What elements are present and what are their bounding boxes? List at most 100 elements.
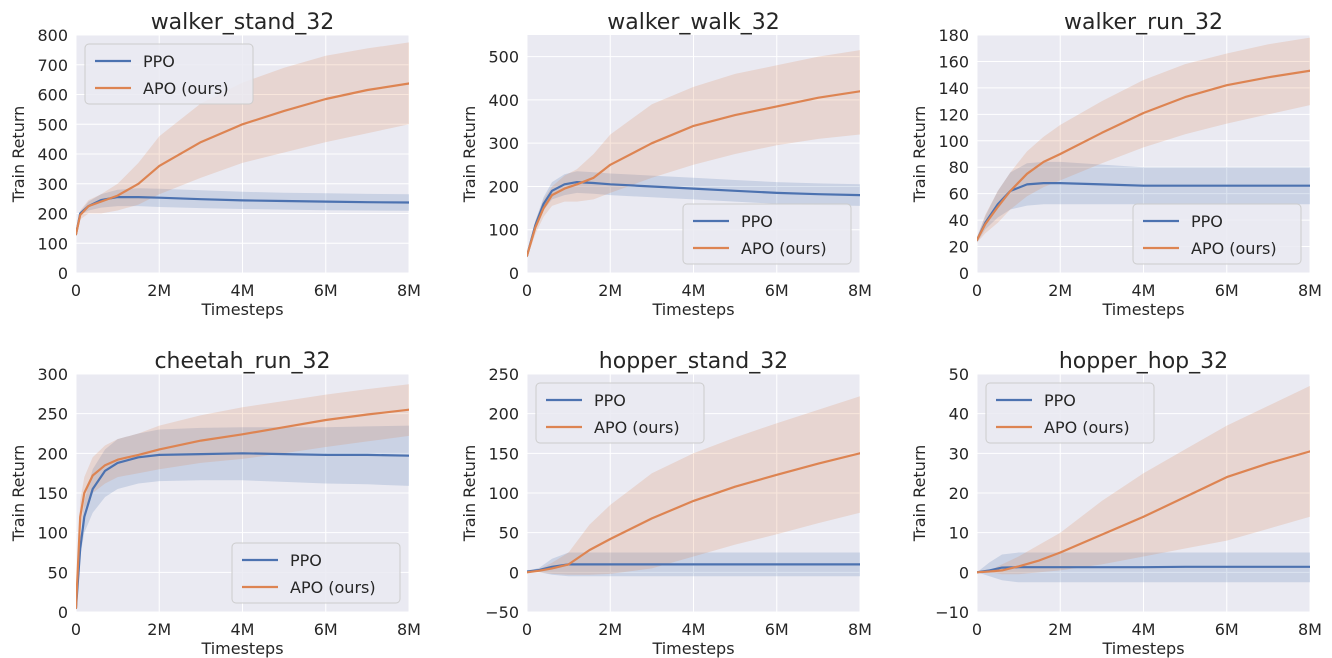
confidence-band-apo <box>76 384 409 608</box>
y-tick-label: 40 <box>949 211 969 230</box>
y-tick-label: 30 <box>949 444 969 463</box>
y-tick-label: 100 <box>488 221 519 240</box>
x-tick-label: 8M <box>1298 281 1322 300</box>
x-tick-label: 6M <box>765 281 789 300</box>
x-axis-label: Timesteps <box>651 639 734 658</box>
y-tick-label: 10 <box>949 524 969 543</box>
confidence-band-ppo <box>76 188 409 235</box>
legend: PPO APO (ours) <box>682 203 852 265</box>
x-tick-label: 0 <box>972 281 982 300</box>
y-tick-label: 50 <box>499 524 519 543</box>
y-tick-label: 100 <box>37 234 68 253</box>
x-tick-label: 4M <box>682 281 706 300</box>
x-axis-label: Timesteps <box>200 300 283 319</box>
y-tick-label: 100 <box>938 132 969 151</box>
series-line-ppo <box>977 565 1310 574</box>
series-layer <box>76 42 409 236</box>
y-tick-label: 150 <box>37 484 68 503</box>
y-tick-label: 400 <box>488 91 519 110</box>
subplot-hopper-stand-32: 0 2M 4M 6M 8M−50050100150200250hopper_stand_… <box>460 349 872 658</box>
series-line-apo <box>76 408 409 610</box>
y-tick-label: 300 <box>488 134 519 153</box>
y-tick-label: 60 <box>949 185 969 204</box>
y-tick-label: 700 <box>37 56 68 75</box>
series-layer <box>76 384 409 610</box>
series-layer <box>527 50 860 258</box>
x-tick-label: 0 <box>522 620 532 639</box>
legend: PPO APO (ours) <box>231 542 401 604</box>
x-tick-label: 6M <box>1215 281 1239 300</box>
x-axis-label: Timesteps <box>1101 639 1184 658</box>
legend-label: PPO <box>290 551 322 570</box>
x-tick-label: 4M <box>1132 281 1156 300</box>
subplot-title: walker_stand_32 <box>151 10 335 35</box>
x-tick-label: 4M <box>682 620 706 639</box>
y-tick-label: −10 <box>935 603 969 622</box>
y-tick-label: 0 <box>959 563 969 582</box>
confidence-band-apo <box>76 42 409 235</box>
series-layer <box>977 37 1310 243</box>
y-tick-label: 160 <box>938 52 969 71</box>
y-tick-label: 250 <box>488 365 519 384</box>
x-tick-label: 4M <box>231 281 255 300</box>
y-tick-label: 600 <box>37 86 68 105</box>
legend-label: APO (ours) <box>1191 239 1277 258</box>
legend-label: APO (ours) <box>1044 418 1130 437</box>
series-layer <box>527 396 860 577</box>
y-axis-label: Train Return <box>9 106 28 204</box>
y-tick-label: 150 <box>488 444 519 463</box>
y-tick-label: 500 <box>488 48 519 67</box>
x-tick-label: 8M <box>1298 620 1322 639</box>
y-tick-label: 250 <box>37 405 68 424</box>
y-axis-label: Train Return <box>460 445 479 543</box>
y-tick-label: 300 <box>37 365 68 384</box>
legend-label: PPO <box>1044 391 1076 410</box>
y-tick-label: 200 <box>37 205 68 224</box>
y-tick-label: 120 <box>938 105 969 124</box>
y-tick-label: 20 <box>949 238 969 257</box>
series-line-apo <box>977 450 1310 574</box>
subplot-walker-run-32: 0 2M 4M 6M 8M 0 20 40 60 80 100 120 140 160 180 walker_… <box>910 10 1322 319</box>
y-tick-label: 500 <box>37 115 68 134</box>
series-layer <box>977 385 1310 583</box>
y-tick-label: 0 <box>959 264 969 283</box>
y-tick-label: 100 <box>37 524 68 543</box>
x-tick-label: 2M <box>598 620 622 639</box>
legend-label: PPO <box>594 391 626 410</box>
y-tick-label: 800 <box>37 26 68 45</box>
x-tick-label: 8M <box>848 620 872 639</box>
x-tick-label: 6M <box>314 620 338 639</box>
x-axis-label: Timesteps <box>200 639 283 658</box>
x-tick-label: 4M <box>1132 620 1156 639</box>
legend-label: APO (ours) <box>143 79 229 98</box>
x-tick-label: 2M <box>147 281 171 300</box>
y-tick-label: 180 <box>938 26 969 45</box>
legend-label: PPO <box>143 52 175 71</box>
series-line-apo <box>527 90 860 257</box>
series-line-apo <box>977 69 1310 241</box>
series-line-apo <box>76 82 409 236</box>
y-tick-label: 0 <box>58 264 68 283</box>
x-tick-label: 2M <box>1048 281 1072 300</box>
x-tick-label: 8M <box>397 281 421 300</box>
x-tick-label: 2M <box>147 620 171 639</box>
x-axis-label: Timesteps <box>651 300 734 319</box>
subplot-title: hopper_hop_32 <box>1059 349 1228 374</box>
series-line-ppo <box>527 181 860 257</box>
y-tick-label: 200 <box>488 405 519 424</box>
y-axis-label: Train Return <box>460 106 479 204</box>
y-tick-label: 0 <box>509 264 519 283</box>
y-tick-label: 50 <box>949 365 969 384</box>
y-tick-label: 0 <box>58 603 68 622</box>
y-tick-label: 0 <box>509 563 519 582</box>
legend: PPO APO (ours) <box>535 382 705 444</box>
x-tick-label: 4M <box>231 620 255 639</box>
y-tick-label: 20 <box>949 484 969 503</box>
subplot-title: hopper_stand_32 <box>599 349 788 374</box>
x-tick-label: 8M <box>397 620 421 639</box>
x-tick-label: 2M <box>598 281 622 300</box>
subplot-walker-stand-32: 0 2M 4M 6M 8M 0 100 200 300 400 500 600 700 800 walker… <box>9 10 421 319</box>
legend-label: PPO <box>1191 212 1223 231</box>
y-tick-label: 300 <box>37 175 68 194</box>
